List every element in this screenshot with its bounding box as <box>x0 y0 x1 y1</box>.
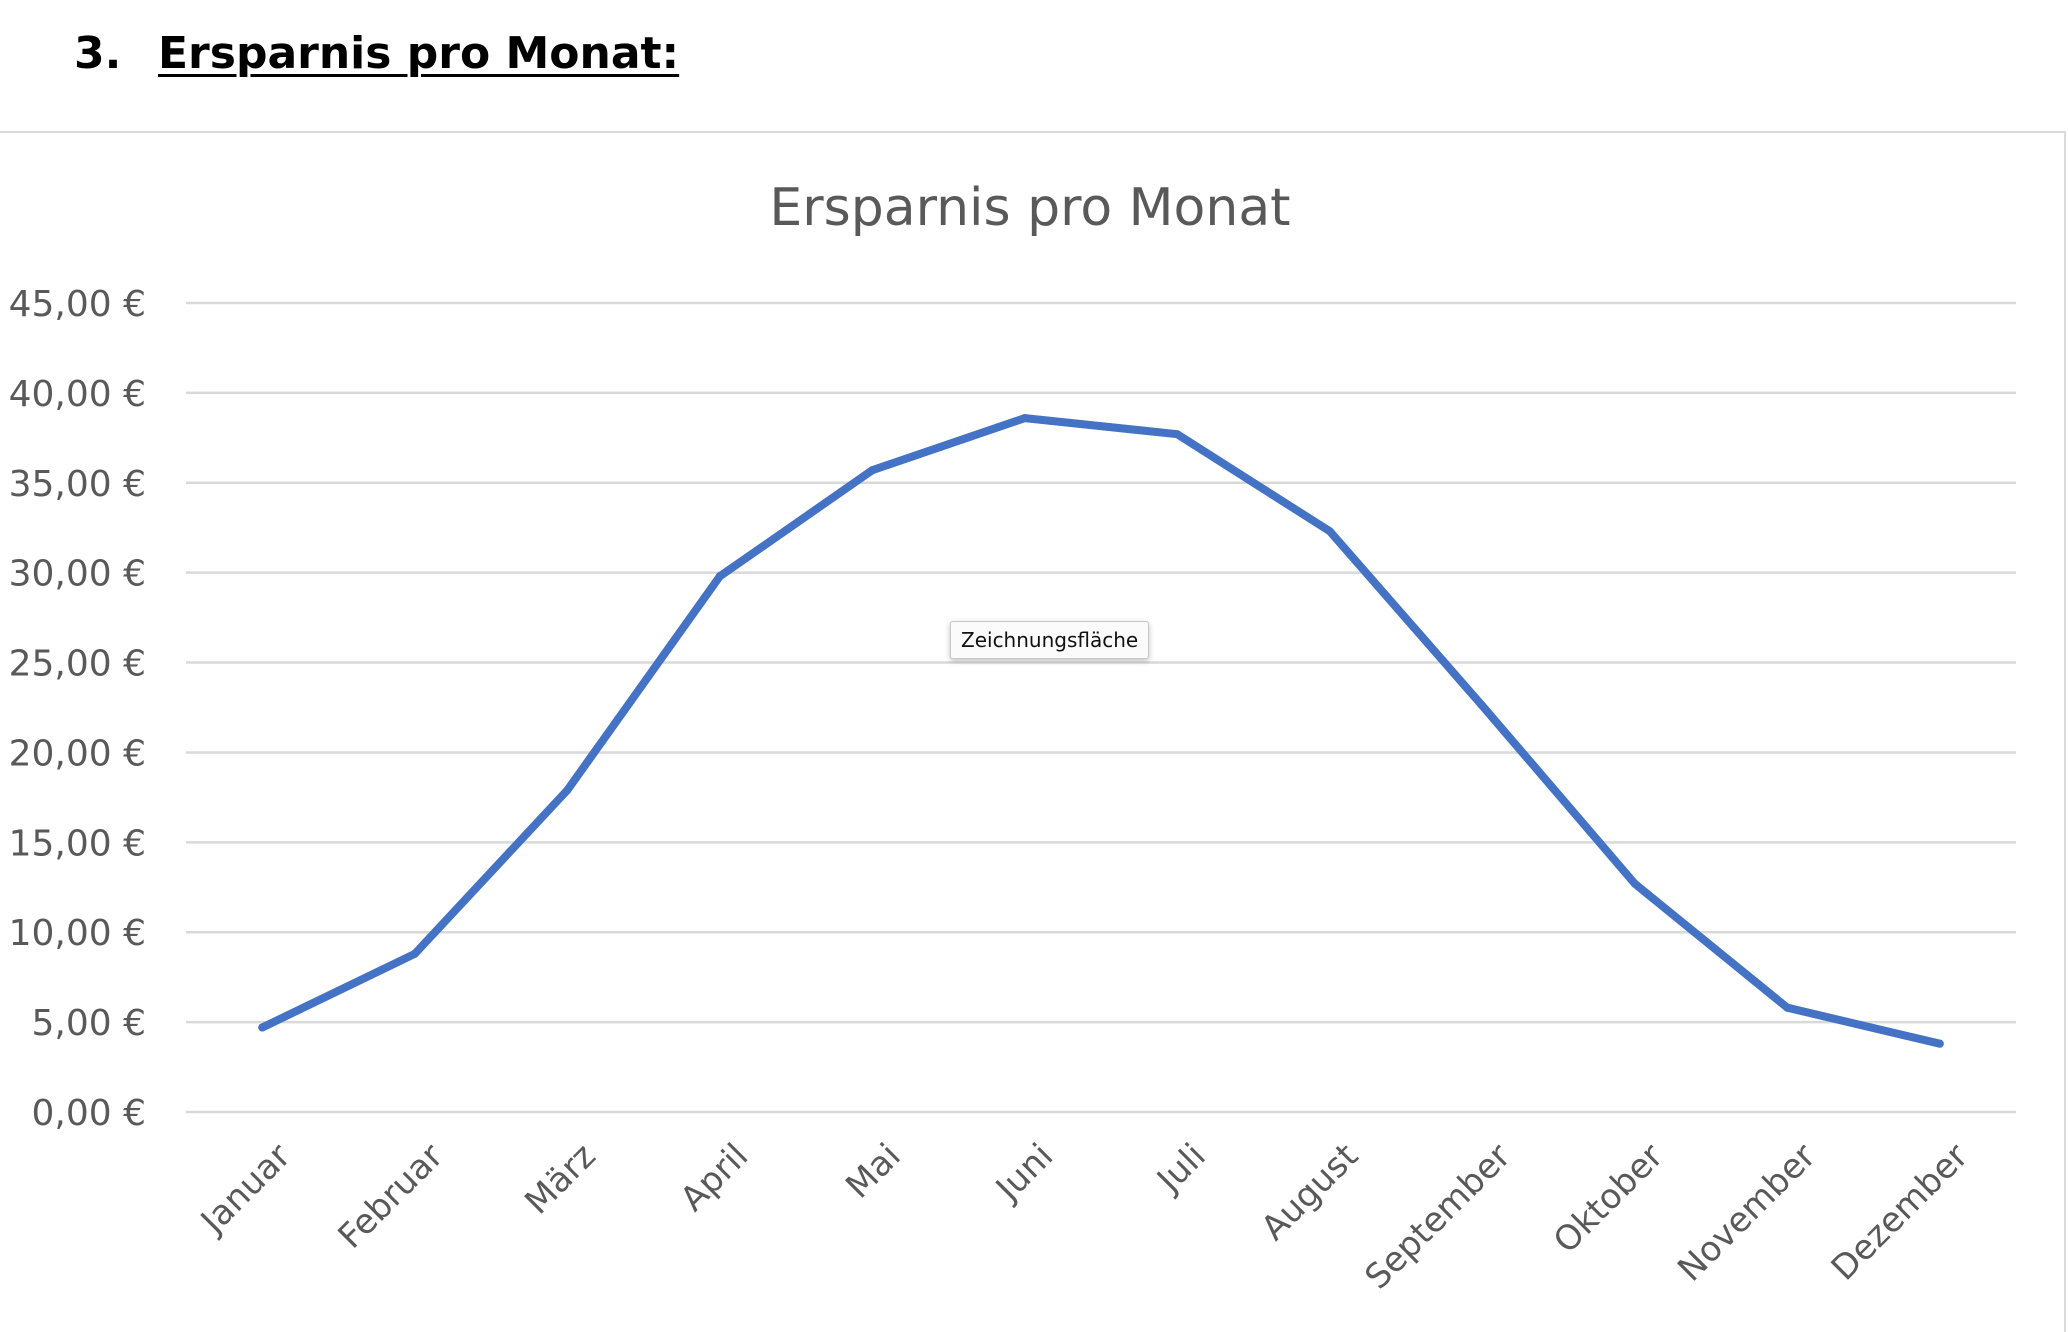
data-point[interactable] <box>1935 1039 1944 1048</box>
plot-area-tooltip: Zeichnungsfläche <box>950 621 1150 659</box>
x-tick-label: Januar <box>192 1136 299 1243</box>
x-tick-label: Juli <box>1148 1136 1213 1201</box>
y-tick-label: 40,00 € <box>9 374 146 415</box>
y-tick-label: 5,00 € <box>31 1003 146 1044</box>
y-axis-labels[interactable]: 0,00 € 5,00 € 10,00 € 15,00 € 20,00 € 25,00 €… <box>9 284 146 1134</box>
data-point[interactable] <box>563 786 572 795</box>
x-axis-labels[interactable]: Januar Februar März April Mai Juni Juli AugustS… <box>192 1136 1976 1297</box>
data-point[interactable] <box>715 572 724 581</box>
section-number: 3. <box>74 28 122 79</box>
data-point[interactable] <box>1478 701 1487 710</box>
y-tick-label: 25,00 € <box>9 644 146 685</box>
y-tick-label: 10,00 € <box>9 913 146 954</box>
data-point[interactable] <box>1783 1003 1792 1012</box>
data-point[interactable] <box>1325 527 1334 536</box>
x-tick-label: Februar <box>331 1136 452 1257</box>
data-point[interactable] <box>1630 879 1639 888</box>
x-tick-label: Juni <box>987 1136 1061 1210</box>
y-tick-label: 35,00 € <box>9 464 146 505</box>
x-tick-label: Oktober <box>1546 1136 1671 1261</box>
section-title: Ersparnis pro Monat: <box>158 28 680 79</box>
x-tick-label: August <box>1254 1136 1366 1248</box>
section-heading: 3. Ersparnis pro Monat: <box>74 28 679 79</box>
x-tick-label: Mai <box>838 1136 908 1206</box>
y-tick-label: 15,00 € <box>9 823 146 864</box>
y-tick-label: 30,00 € <box>9 554 146 595</box>
y-tick-label: 20,00 € <box>9 733 146 774</box>
chart-area[interactable] <box>0 131 2066 1332</box>
series-layer[interactable] <box>258 414 1944 1048</box>
data-point[interactable] <box>1173 430 1182 439</box>
series-line[interactable] <box>258 414 1944 1048</box>
x-tick-label: November <box>1670 1136 1823 1289</box>
y-tick-label: 45,00 € <box>9 284 146 325</box>
data-point[interactable] <box>410 949 419 958</box>
data-point[interactable] <box>1020 414 1029 423</box>
data-point[interactable] <box>868 466 877 475</box>
chart-title[interactable]: Ersparnis pro Monat <box>769 178 1290 238</box>
x-tick-label: Dezember <box>1824 1136 1976 1288</box>
x-tick-label: April <box>673 1136 756 1219</box>
x-tick-label: März <box>517 1136 603 1222</box>
gridlines <box>186 301 2016 1114</box>
data-point[interactable] <box>258 1023 267 1032</box>
y-tick-label: 0,00 € <box>31 1093 146 1134</box>
x-tick-label: September <box>1357 1136 1518 1297</box>
